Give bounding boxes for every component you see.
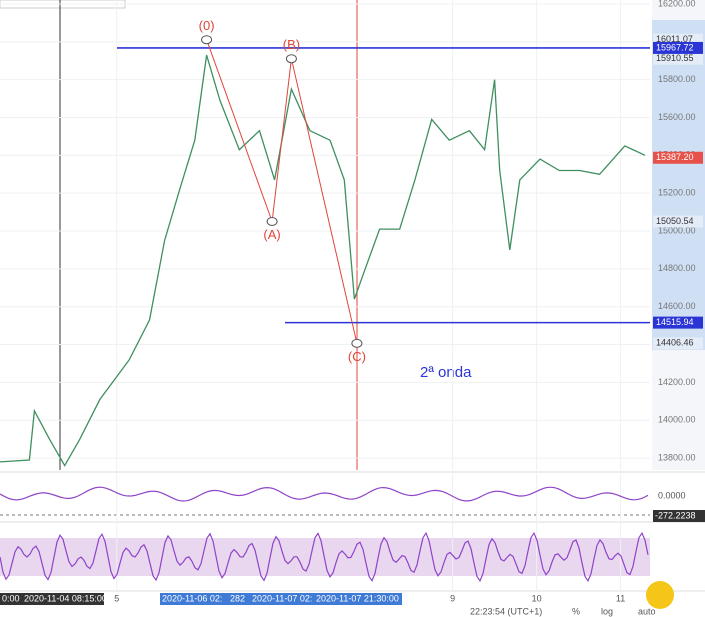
wave-point <box>351 338 363 348</box>
price-tag-label: 16011.07 <box>656 34 693 44</box>
y-tick-label: 16200.00 <box>658 0 696 8</box>
time-label: 2020-11-07 21:30:00 <box>316 593 399 603</box>
price-tag-label: 15910.55 <box>656 53 694 63</box>
time-label-bg <box>160 593 228 605</box>
time-label-bg <box>250 593 314 605</box>
wave-label: (C) <box>348 349 366 364</box>
price-tag-label: 15050.54 <box>656 216 694 226</box>
wave-line <box>206 39 358 344</box>
price-tag <box>653 41 703 54</box>
wave-label: (A) <box>263 227 280 242</box>
wave-point <box>285 54 297 64</box>
wave-label: (0) <box>199 18 215 33</box>
time-label: 2020-11-07 02: <box>252 593 312 603</box>
y-tick-label: 14800.00 <box>658 263 696 273</box>
price-tag <box>653 151 703 164</box>
price-tag <box>653 52 703 65</box>
auto-button[interactable]: auto <box>638 606 656 616</box>
x-tick-label: 10 <box>532 593 542 603</box>
indicator-label: 0.0000 <box>658 490 686 500</box>
indicator-tag <box>653 510 705 522</box>
indicator-label: -272.2238 <box>655 510 696 520</box>
annotation: 2ª onda <box>420 364 472 381</box>
wave-point <box>201 35 213 45</box>
x-tick-label: 5 <box>114 593 119 603</box>
time-label: 0:00 <box>2 593 20 603</box>
y-tick-label: 14000.00 <box>658 415 696 425</box>
time-label: 2020-11-06 02: <box>162 593 222 603</box>
oscillator-line <box>0 486 649 502</box>
price-tag <box>653 316 703 329</box>
price-tag-label: 15387.20 <box>656 152 694 162</box>
y-tick-label: 14600.00 <box>658 301 696 311</box>
price-axis-selection <box>652 20 705 350</box>
wave-label: (B) <box>283 37 300 52</box>
wave-point <box>266 216 278 226</box>
time-label: 2020-11-04 08:15:00 <box>24 593 107 603</box>
price-line <box>0 54 646 467</box>
time-label-bg <box>0 593 22 605</box>
percent-button[interactable]: % <box>572 606 580 616</box>
time-label: 282 <box>230 593 245 603</box>
status-bar <box>0 606 705 617</box>
clock: 22:23:54 (UTC+1) <box>470 606 542 616</box>
time-label-bg <box>228 593 250 605</box>
price-tag-label: 14515.94 <box>656 317 694 327</box>
y-tick-label: 13800.00 <box>658 452 696 462</box>
log-button[interactable]: log <box>601 606 613 616</box>
price-tag-label: 14406.46 <box>656 338 694 348</box>
price-tag-label: 15967.72 <box>656 42 694 52</box>
time-label-bg <box>22 593 104 605</box>
time-label-bg <box>314 593 402 605</box>
y-tick-label: 15600.00 <box>658 112 696 122</box>
y-tick-label: 15000.00 <box>658 225 696 235</box>
y-tick-label: 15800.00 <box>658 74 696 84</box>
x-tick-label: 9 <box>450 593 455 603</box>
price-tag <box>653 215 703 228</box>
price-tag <box>653 337 703 350</box>
chat-button[interactable] <box>646 581 674 609</box>
oscillator-line <box>0 531 649 583</box>
y-tick-label: 15200.00 <box>658 188 696 198</box>
y-tick-label: 14200.00 <box>658 377 696 387</box>
x-tick-label: 11 <box>616 593 625 603</box>
